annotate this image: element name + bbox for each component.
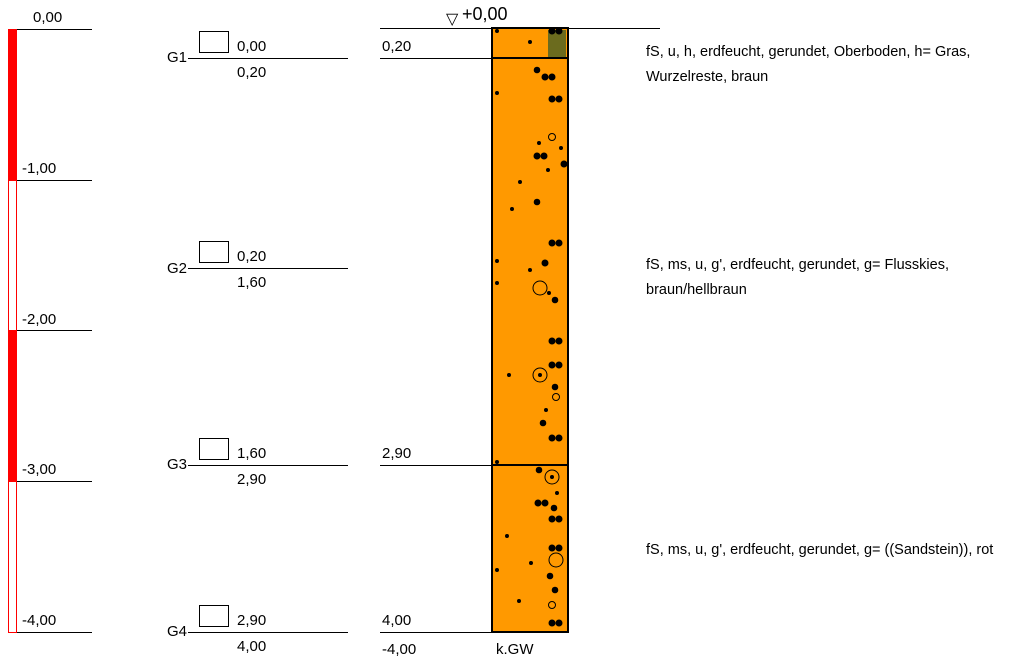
sample-marker-g1 xyxy=(199,31,229,53)
layer-description-1: fS, u, h, erdfeucht, gerundet, Oberboden… xyxy=(646,44,971,85)
sample-marker-g4 xyxy=(199,605,229,627)
scale-label-2: -2,00 xyxy=(22,311,57,328)
layer-description-2: fS, ms, u, g', erdfeucht, gerundet, g= F… xyxy=(646,257,949,298)
sample-top-g3: 1,60 xyxy=(237,445,267,462)
sample-id-g2: G2 xyxy=(167,260,188,277)
scale-label-3: -3,00 xyxy=(22,461,57,478)
sample-marker-g3 xyxy=(199,438,229,460)
layer-description-3: fS, ms, u, g', erdfeucht, gerundet, g= (… xyxy=(646,542,994,558)
sample-id-g1: G1 xyxy=(167,49,188,66)
sample-bottom-g3: 2,90 xyxy=(237,471,267,488)
sample-bottom-g1: 0,20 xyxy=(237,64,267,81)
layer-boundary-2: 2,90 xyxy=(382,445,412,462)
depth-scale-bar xyxy=(8,29,17,633)
scale-label-0: 0,00 xyxy=(33,9,63,26)
sample-top-g2: 0,20 xyxy=(237,248,267,265)
ground-level-symbol: ▽ xyxy=(446,11,459,28)
scale-label-1: -1,00 xyxy=(22,160,57,177)
ground-level-label: +0,00 xyxy=(462,4,508,24)
sample-bottom-g2: 1,60 xyxy=(237,274,267,291)
sample-top-g4: 2,90 xyxy=(237,612,267,629)
layer-boundary-3: 4,00 xyxy=(382,612,412,629)
sample-bottom-g4: 4,00 xyxy=(237,638,267,655)
sample-marker-g2 xyxy=(199,241,229,263)
scale-label-4: -4,00 xyxy=(22,612,57,629)
soil-symbols xyxy=(495,27,568,627)
sample-id-g3: G3 xyxy=(167,456,188,473)
final-depth-label: -4,00 xyxy=(382,641,417,658)
sample-id-g4: G4 xyxy=(167,623,188,640)
groundwater-label: k.GW xyxy=(496,641,534,658)
soil-column xyxy=(491,27,569,633)
layer-boundary-1: 0,20 xyxy=(382,38,412,55)
sample-top-g1: 0,00 xyxy=(237,38,267,55)
